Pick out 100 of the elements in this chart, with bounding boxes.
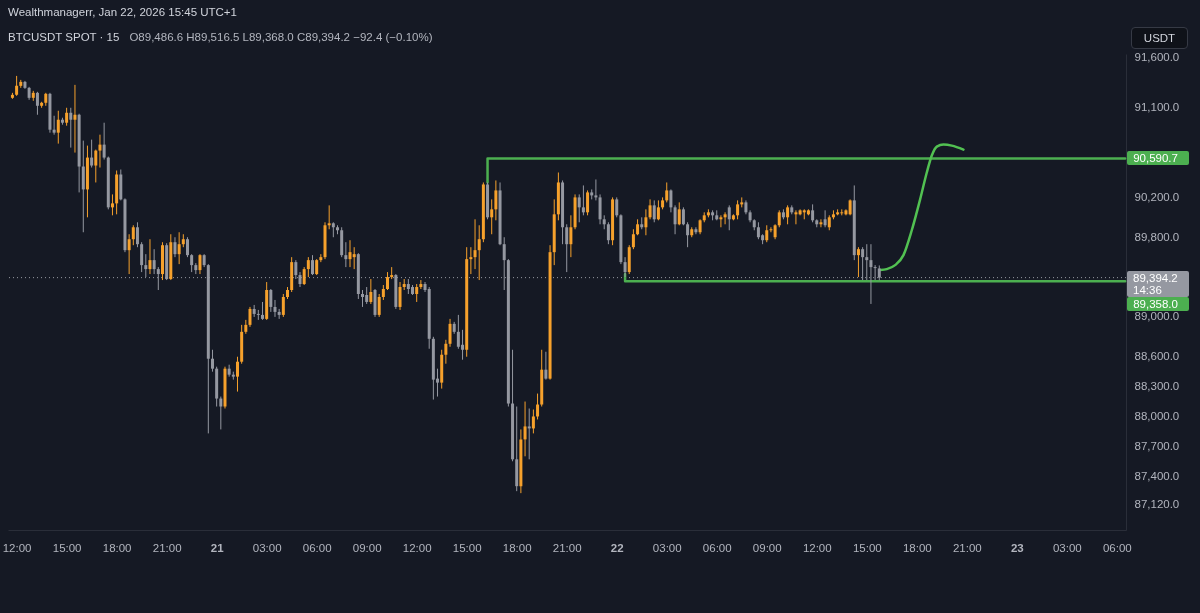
x-tick-label: 06:00 <box>1102 541 1132 554</box>
candlestick <box>219 396 223 430</box>
candlestick <box>369 278 373 305</box>
candlestick <box>344 241 348 268</box>
x-tick-label: 12:00 <box>2 541 32 554</box>
candlestick <box>727 204 731 231</box>
candlestick <box>694 226 698 235</box>
candlestick <box>581 184 585 216</box>
candlestick <box>769 226 773 233</box>
candlestick <box>177 231 181 265</box>
candlestick <box>281 293 285 318</box>
candlestick <box>473 218 477 270</box>
candlestick <box>248 306 252 328</box>
candlestick <box>494 179 498 221</box>
y-tick-label: 87,120.0 <box>1134 497 1180 510</box>
candlestick <box>348 239 352 268</box>
x-tick-label: 18:00 <box>502 541 532 554</box>
candlestick <box>598 193 602 225</box>
price-tag: 90,590.7 <box>1127 151 1190 166</box>
candlestick <box>56 110 60 145</box>
candlestick <box>544 351 548 381</box>
candlestick <box>52 115 56 136</box>
candlestick <box>198 253 202 275</box>
candlestick <box>377 293 381 318</box>
candlestick <box>419 279 423 290</box>
candlestick <box>327 204 331 230</box>
candlestick <box>456 314 460 350</box>
candlestick <box>565 223 569 273</box>
candlestick <box>140 241 144 273</box>
candlestick <box>135 221 139 248</box>
candlestick <box>90 139 94 169</box>
candlestick <box>648 198 652 220</box>
x-tick-label: 21:00 <box>952 541 982 554</box>
candlestick <box>786 204 790 225</box>
y-tick-label: 87,400.0 <box>1134 469 1180 482</box>
candlestick <box>444 339 448 365</box>
x-tick-label: 09:00 <box>352 541 382 554</box>
candlestick <box>527 408 531 460</box>
text: Wealthmanagerr, Jan 22, 2026 15:45 UTC+1 <box>8 5 237 19</box>
x-tick-label: 06:00 <box>702 541 732 554</box>
y-tick-label: 87,700.0 <box>1134 439 1180 452</box>
candlestick <box>669 188 673 213</box>
candlestick <box>469 246 473 275</box>
candlestick <box>35 91 39 116</box>
candlestick <box>631 228 635 250</box>
candlestick <box>577 193 581 223</box>
candlestick <box>677 201 681 226</box>
candlestick <box>148 238 152 275</box>
x-tick-label: 15:00 <box>452 541 482 554</box>
candlestick <box>686 221 690 248</box>
y-tick-label: 91,100.0 <box>1134 101 1180 114</box>
chart-subtitle: O89,486.6 H89,516.5 L89,368.0 C89,394.2 −92.4 (−0.10%) <box>129 31 433 43</box>
y-tick-label: 91,600.0 <box>1134 51 1180 64</box>
x-tick-label: 12:00 <box>802 541 832 554</box>
candlestick <box>185 236 189 258</box>
candlestick <box>594 178 598 201</box>
candlestick <box>352 246 356 270</box>
candlestick <box>173 236 177 258</box>
candlestick <box>665 181 669 203</box>
candlestick <box>98 134 102 169</box>
x-tick-label: 21 <box>210 541 225 554</box>
candlestick <box>723 211 727 225</box>
candlestick <box>311 254 315 276</box>
candlestick <box>673 204 677 235</box>
candlestick <box>531 409 535 434</box>
y-tick-label: 89,800.0 <box>1134 230 1180 243</box>
candlestick <box>131 224 135 246</box>
candlestick <box>490 198 494 235</box>
x-tick-label: 15:00 <box>852 541 882 554</box>
candlestick <box>110 193 114 216</box>
x-tick-label: 21:00 <box>552 541 582 554</box>
candlestick <box>102 122 106 161</box>
candlestick <box>794 209 798 225</box>
x-tick-label: 03:00 <box>652 541 682 554</box>
candlestick <box>210 349 214 373</box>
candlestick <box>823 209 827 228</box>
candlestick <box>652 199 656 223</box>
candlestick <box>477 224 481 281</box>
y-tick-label: 90,200.0 <box>1134 190 1180 203</box>
candlestick <box>69 107 73 149</box>
candlestick <box>127 233 131 275</box>
candlestick <box>448 318 452 348</box>
candlestick <box>819 218 823 228</box>
candlestick <box>623 256 627 278</box>
y-tick-label: 88,300.0 <box>1134 380 1180 393</box>
candlestick <box>606 221 610 245</box>
candlestick <box>273 299 277 318</box>
candlestick <box>306 256 310 278</box>
candlestick <box>569 214 573 258</box>
candlestick <box>15 75 19 97</box>
candlestick <box>152 248 156 275</box>
price-tag: 89,394.2 14:36 <box>1127 270 1189 297</box>
candlestick <box>736 199 740 220</box>
candlestick <box>73 84 77 154</box>
candlestick <box>94 149 98 183</box>
x-tick-label: 18:00 <box>102 541 132 554</box>
x-tick-label: 09:00 <box>752 541 782 554</box>
x-tick-label: 03:00 <box>1052 541 1082 554</box>
x-tick-label: 21:00 <box>152 541 182 554</box>
currency-box: USDT <box>1131 27 1188 49</box>
